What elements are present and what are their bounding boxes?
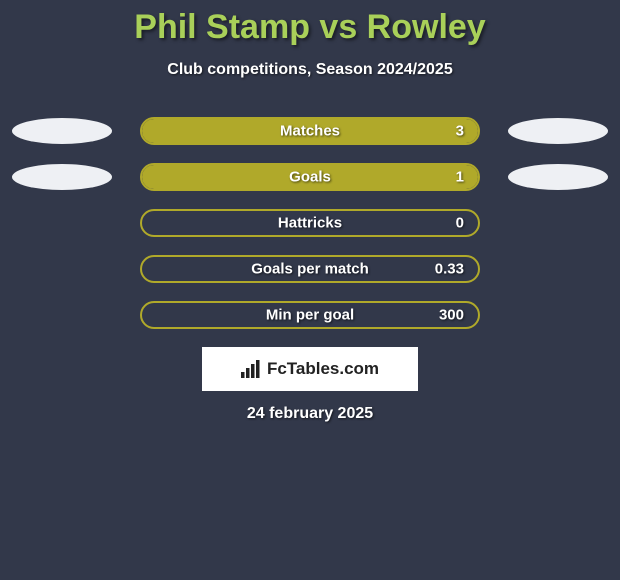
left-oval (12, 118, 112, 144)
bar-label: Hattricks (142, 215, 478, 232)
stat-bar: Goals per match0.33 (140, 255, 480, 283)
right-oval (508, 118, 608, 144)
right-oval (508, 164, 608, 190)
stat-bar: Goals1 (140, 163, 480, 191)
stat-row: Goals1 (0, 163, 620, 191)
bar-label: Min per goal (142, 307, 478, 324)
footer-date: 24 february 2025 (0, 405, 620, 423)
stat-bar: Min per goal300 (140, 301, 480, 329)
logo: FcTables.com (241, 359, 379, 379)
stat-bar: Matches3 (140, 117, 480, 145)
chart-icon (241, 360, 261, 378)
card-subtitle: Club competitions, Season 2024/2025 (0, 61, 620, 79)
stat-row: Goals per match0.33 (0, 255, 620, 283)
bar-value: 0.33 (435, 261, 464, 278)
bar-fill (142, 119, 478, 143)
logo-box: FcTables.com (202, 347, 418, 391)
bar-fill (142, 165, 478, 189)
stat-row: Matches3 (0, 117, 620, 145)
bar-value: 300 (439, 307, 464, 324)
bar-value: 0 (456, 215, 464, 232)
stats-rows: Matches3Goals1Hattricks0Goals per match0… (0, 117, 620, 329)
logo-text: FcTables.com (267, 359, 379, 379)
left-oval (12, 164, 112, 190)
card-title: Phil Stamp vs Rowley (0, 8, 620, 47)
stats-card: Phil Stamp vs Rowley Club competitions, … (0, 0, 620, 423)
stat-row: Min per goal300 (0, 301, 620, 329)
stat-row: Hattricks0 (0, 209, 620, 237)
bar-label: Goals per match (142, 261, 478, 278)
stat-bar: Hattricks0 (140, 209, 480, 237)
